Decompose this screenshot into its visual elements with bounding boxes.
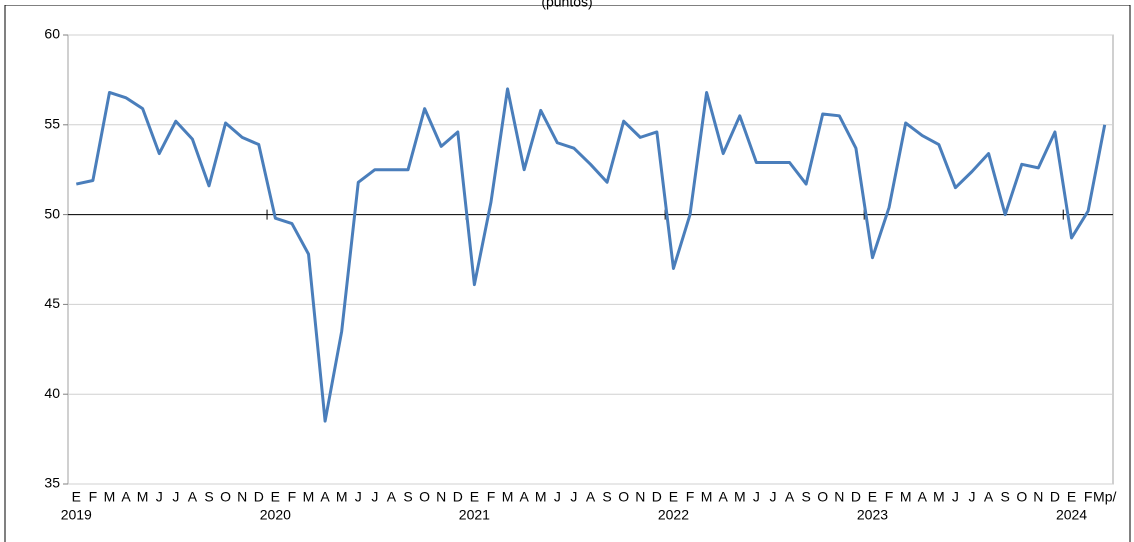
x-tick-label: O <box>1016 489 1027 505</box>
x-tick-label: A <box>121 489 131 505</box>
y-tick-label: 40 <box>44 385 60 401</box>
x-tick-label: O <box>817 489 828 505</box>
x-tick-label: J <box>753 489 760 505</box>
x-tick-label: J <box>969 489 976 505</box>
x-tick-label: D <box>1050 489 1060 505</box>
x-tick-label: A <box>785 489 795 505</box>
x-tick-label: N <box>834 489 844 505</box>
x-group-label: 2024 <box>1056 507 1087 523</box>
x-tick-label: O <box>618 489 629 505</box>
x-tick-label: M <box>137 489 149 505</box>
x-tick-label: M <box>933 489 945 505</box>
x-tick-label: F <box>487 489 496 505</box>
x-tick-label: S <box>204 489 213 505</box>
x-tick-label: O <box>220 489 231 505</box>
x-tick-label: S <box>801 489 810 505</box>
x-group-label: 2019 <box>61 507 92 523</box>
x-tick-label: A <box>586 489 596 505</box>
x-tick-label: J <box>156 489 163 505</box>
x-tick-label: D <box>254 489 264 505</box>
x-tick-label: A <box>320 489 330 505</box>
x-tick-label: A <box>719 489 729 505</box>
x-tick-label: E <box>1067 489 1076 505</box>
plot-area <box>67 34 1114 485</box>
x-tick-label: N <box>237 489 247 505</box>
x-tick-label: J <box>172 489 179 505</box>
x-tick-label: E <box>470 489 479 505</box>
x-tick-label: F <box>288 489 297 505</box>
x-tick-label: J <box>769 489 776 505</box>
x-tick-label: N <box>1033 489 1043 505</box>
x-tick-label: M <box>535 489 547 505</box>
x-tick-label: D <box>453 489 463 505</box>
x-tick-label: Mp/ <box>1093 489 1116 505</box>
x-tick-label: M <box>900 489 912 505</box>
x-tick-label: S <box>602 489 611 505</box>
y-tick-label: 45 <box>44 295 60 311</box>
y-tick-label: 50 <box>44 205 60 221</box>
x-tick-label: E <box>72 489 81 505</box>
x-tick-label: F <box>686 489 695 505</box>
x-tick-label: A <box>984 489 994 505</box>
x-group-label: 2023 <box>857 507 888 523</box>
x-tick-label: M <box>303 489 315 505</box>
x-tick-label: F <box>885 489 894 505</box>
title-mask <box>0 0 1134 5</box>
x-tick-label: A <box>387 489 397 505</box>
x-group-label: 2020 <box>260 507 291 523</box>
chart-title: (puntos) <box>541 0 592 10</box>
x-tick-label: N <box>635 489 645 505</box>
x-tick-label: A <box>519 489 529 505</box>
x-tick-label: J <box>570 489 577 505</box>
x-tick-label: F <box>89 489 98 505</box>
x-tick-label: E <box>271 489 280 505</box>
x-group-label: 2021 <box>459 507 490 523</box>
x-tick-label: E <box>868 489 877 505</box>
x-tick-label: M <box>734 489 746 505</box>
x-tick-label: J <box>554 489 561 505</box>
x-tick-label: S <box>1001 489 1010 505</box>
x-tick-label: D <box>851 489 861 505</box>
x-tick-label: F <box>1084 489 1093 505</box>
x-tick-label: O <box>419 489 430 505</box>
line-series <box>75 87 1107 423</box>
x-tick-label: A <box>188 489 198 505</box>
x-tick-label: M <box>336 489 348 505</box>
y-tick-label: 35 <box>44 475 60 491</box>
y-tick-label: 60 <box>44 26 60 42</box>
x-tick-label: D <box>652 489 662 505</box>
x-tick-label: J <box>952 489 959 505</box>
y-tick-label: 55 <box>44 116 60 132</box>
x-tick-label: S <box>403 489 412 505</box>
x-tick-label: J <box>355 489 362 505</box>
x-tick-label: A <box>918 489 928 505</box>
x-tick-label: N <box>436 489 446 505</box>
x-tick-label: M <box>701 489 713 505</box>
x-tick-label: E <box>669 489 678 505</box>
x-tick-label: J <box>371 489 378 505</box>
x-tick-label: M <box>502 489 514 505</box>
x-group-label: 2022 <box>658 507 689 523</box>
x-tick-label: M <box>104 489 116 505</box>
